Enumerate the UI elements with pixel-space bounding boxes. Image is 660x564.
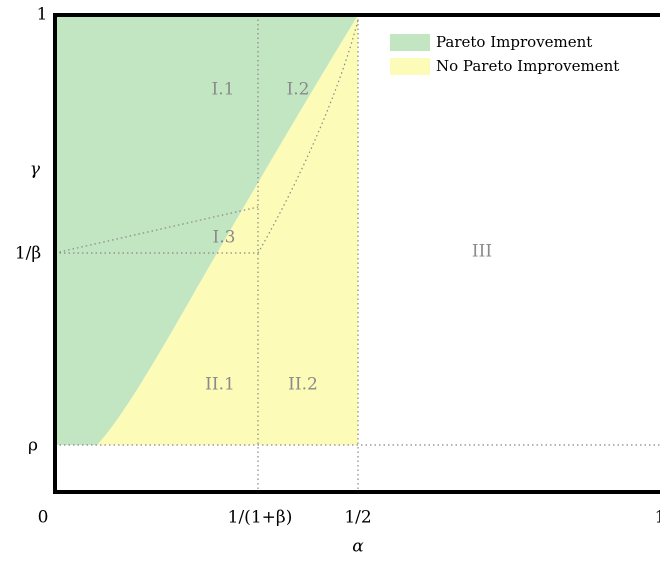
region-label: I.1 xyxy=(212,80,235,100)
x-tick-label: 0 xyxy=(38,508,49,528)
region-label: II.1 xyxy=(205,375,235,395)
x-tick-label: 1/2 xyxy=(344,508,371,528)
x-tick-label: 1 xyxy=(655,508,660,528)
y-tick-label: ρ xyxy=(28,436,38,456)
green-region xyxy=(55,15,358,445)
divider xyxy=(54,206,259,254)
x-axis-label: α xyxy=(352,537,364,557)
plot-frame xyxy=(53,13,660,494)
x-tick-label: 1/(1+β) xyxy=(228,508,293,528)
legend-swatch xyxy=(390,58,430,75)
legend-swatch xyxy=(390,34,430,51)
region-label: I.3 xyxy=(213,228,236,248)
region-label: I.2 xyxy=(287,80,310,100)
legend-label: Pareto Improvement xyxy=(436,33,592,51)
yellow-region xyxy=(97,15,358,445)
y-tick-label: 1 xyxy=(37,5,48,25)
region-label: III xyxy=(472,242,492,262)
region-label: II.2 xyxy=(288,375,318,395)
divider xyxy=(257,19,359,254)
y-tick-label: 1/β xyxy=(15,244,41,264)
legend-label: No Pareto Improvement xyxy=(436,57,619,75)
y-axis-label: γ xyxy=(30,160,41,180)
